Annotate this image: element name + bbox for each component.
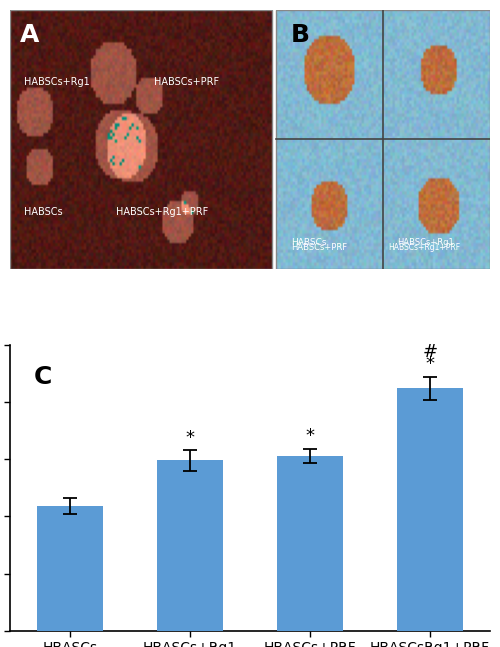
Text: HABSCs: HABSCs [24, 206, 63, 217]
Text: B: B [291, 23, 310, 47]
Bar [277, 455, 343, 631]
Text: #: # [422, 343, 438, 361]
Text: *: * [426, 355, 434, 373]
Text: HABSCs: HABSCs [291, 238, 326, 247]
Bar [37, 506, 103, 631]
Text: HABSCs+PRF: HABSCs+PRF [291, 243, 347, 252]
Bar [157, 461, 223, 631]
Text: A: A [20, 23, 39, 47]
Text: HABSCs+Rg1: HABSCs+Rg1 [24, 77, 90, 87]
Text: HABSCs+Rg1: HABSCs+Rg1 [398, 238, 454, 247]
Text: *: * [306, 428, 314, 446]
Text: C: C [34, 365, 52, 389]
Text: HABSCs+PRF: HABSCs+PRF [154, 77, 219, 87]
Bar [397, 388, 463, 631]
Text: HABSCs+Rg1+PRF: HABSCs+Rg1+PRF [388, 243, 460, 252]
Text: HABSCs+Rg1+PRF: HABSCs+Rg1+PRF [116, 206, 208, 217]
Text: *: * [186, 428, 194, 446]
